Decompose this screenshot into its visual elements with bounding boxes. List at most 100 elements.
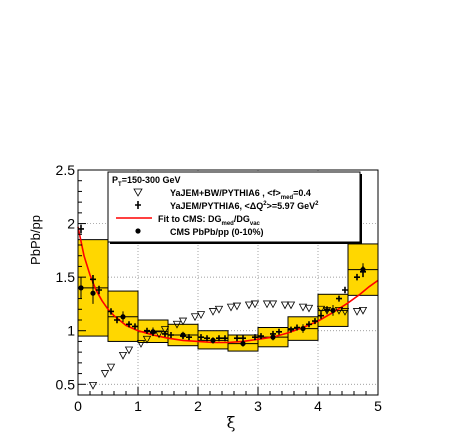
legend-entry-0-main: YaJEM+BW/PYTHIA6 , <f>: [170, 188, 281, 198]
cross-point: [198, 334, 204, 341]
triangle-point: [262, 300, 272, 309]
triangle-point: [298, 303, 308, 312]
cross-point: [96, 285, 102, 295]
cross-point: [126, 321, 132, 328]
x-tick-label: 5: [374, 398, 382, 414]
legend-dot-icon: [135, 228, 141, 234]
triangle-point: [106, 363, 116, 372]
cross-point: [258, 333, 264, 340]
cross-point: [108, 308, 114, 315]
legend-entry-1-sup: 2: [263, 201, 267, 207]
cross-point: [132, 323, 138, 330]
legend-entry-cross: YaJEM/PYTHIA6, <ΔQ2>=5.97 GeV2: [170, 201, 319, 211]
triangle-point: [232, 302, 242, 311]
cms-point: [120, 314, 126, 320]
cross-point: [204, 335, 210, 342]
legend-triangle-icon: [133, 188, 143, 197]
cross-point: [186, 334, 192, 341]
triangle-point: [280, 301, 290, 310]
triangle-point: [250, 300, 260, 309]
y-axis-label: PbPb/pp: [28, 215, 43, 265]
triangle-point: [100, 370, 110, 378]
triangle-point: [196, 311, 206, 319]
cross-point: [312, 318, 318, 325]
y-tick-label: 2.5: [56, 162, 76, 178]
cross-point: [294, 324, 300, 331]
cms-point: [300, 325, 306, 332]
legend-entry-3-main: CMS PbPb/pp (0-10%): [170, 227, 264, 237]
legend-shadow-bottom: [110, 242, 362, 244]
legend-header: PT=150-300 GeV: [112, 175, 180, 188]
y-tick-label: 1: [67, 323, 75, 339]
legend-entry-2-sub: med: [222, 221, 235, 227]
cross-point: [144, 327, 150, 334]
legend-header-main: P: [112, 175, 118, 185]
triangle-point: [244, 301, 254, 310]
triangle-point: [124, 346, 134, 355]
triangle-point: [352, 308, 362, 316]
y-tick-label: 1.5: [56, 269, 76, 285]
triangle-point: [226, 303, 236, 312]
cross-point: [216, 335, 222, 342]
cross-point: [324, 306, 330, 313]
cross-point: [240, 335, 246, 342]
x-tick-label: 0: [74, 398, 82, 414]
legend-symbols: [116, 188, 152, 234]
fit-curve-line: [77, 226, 379, 344]
cms-point: [90, 290, 96, 296]
triangle-point: [118, 351, 128, 360]
triangle-point: [214, 305, 224, 314]
cross-point: [78, 224, 84, 234]
x-tick-label: 3: [254, 398, 262, 414]
x-tick-label: 1: [134, 398, 142, 414]
y-tick-label: 2: [67, 216, 75, 232]
axis-ticks: [77, 169, 379, 395]
cross-point: [336, 295, 342, 302]
triangle-point: [88, 381, 98, 390]
legend-header-sub: T: [118, 182, 122, 188]
legend-cross-icon: [135, 201, 141, 209]
cms-point: [360, 267, 366, 273]
triangle-point: [160, 326, 170, 334]
legend-entry-1-rest: >=5.97 GeV: [267, 201, 316, 211]
cross-point: [342, 286, 348, 294]
cms-point: [210, 337, 216, 343]
cms-point: [240, 340, 246, 347]
cross-point: [354, 273, 360, 281]
triangle-point: [316, 305, 326, 314]
triangle-point: [190, 313, 200, 322]
cross-point: [306, 321, 312, 328]
triangle-point: [172, 320, 182, 329]
cms-point: [270, 334, 276, 340]
cross-point: [90, 275, 96, 284]
x-axis-label: ξ: [227, 413, 236, 432]
legend-entry-1-sup2: 2: [315, 201, 319, 207]
legend-entry-fit: Fit to CMS: DGmed/DGvac: [158, 214, 261, 227]
triangle-point: [154, 330, 164, 339]
legend-entry-2-sub2: vac: [250, 221, 261, 227]
triangle-point: [136, 340, 146, 348]
triangle-point: [142, 335, 152, 344]
triangle-point: [304, 304, 314, 313]
triangle-point: [340, 308, 350, 316]
legend: PT=150-300 GeV YaJEM+BW/PYTHIA6 , <f>med…: [107, 171, 362, 244]
cross-point: [318, 312, 324, 319]
cross-point: [276, 328, 282, 335]
cms-point: [330, 307, 336, 313]
legend-header-rest: =150-300 GeV: [122, 175, 181, 185]
triangle-point: [208, 308, 218, 316]
legend-entry-1-main: YaJEM/PYTHIA6, <ΔQ: [170, 201, 263, 211]
legend-entry-0-sub: med: [281, 195, 294, 201]
x-tick-label: 2: [194, 398, 202, 414]
x-tick-label: 4: [314, 398, 322, 414]
legend-entry-0-rest: =0.4: [293, 188, 311, 198]
triangle-series: [88, 300, 368, 390]
legend-box: [107, 171, 361, 243]
legend-entry-2-mid: /DG: [234, 214, 250, 224]
legend-shadow-right: [360, 174, 362, 244]
cross-point: [234, 335, 240, 342]
legend-shadow: [110, 174, 362, 244]
cms-point: [150, 329, 156, 335]
systematic-boxes: [77, 239, 379, 352]
